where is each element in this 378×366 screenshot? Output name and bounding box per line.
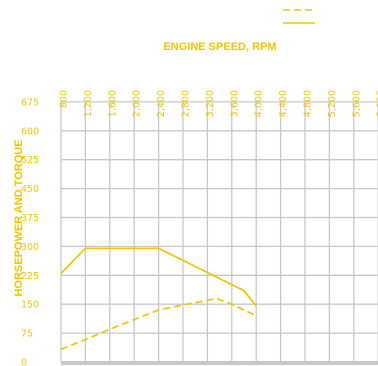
y-tick-label: 675 [21,97,39,108]
y-tick-label: 0 [21,358,27,366]
x-tick-label: 800 [59,90,70,108]
x-tick-label: 2,800 [181,90,192,117]
x-tick-label: 5,600 [351,90,362,117]
x-axis-title: ENGINE SPEED, RPM [163,41,276,53]
grid [61,102,378,363]
x-axis-ticks: 800 1,200 1,600 2,000 2,400 2,800 3,200 3,600 4,… [59,90,378,117]
legend [283,10,315,23]
x-tick-label: 5,200 [327,90,338,117]
x-tick-label: 2,000 [132,90,143,117]
y-tick-label: 600 [21,126,39,137]
y-tick-label: 450 [21,184,39,195]
x-tick-label: 1,200 [83,90,94,117]
y-tick-label: 225 [21,271,39,282]
x-tick-label: 4,000 [254,90,265,117]
x-tick-label: 4,400 [278,90,289,117]
x-tick-label: 3,600 [229,90,240,117]
x-tick-label: 4,800 [303,90,314,117]
x-tick-label: 3,200 [205,90,216,117]
y-tick-label: 375 [21,213,39,224]
y-tick-label: 525 [21,155,39,166]
y-tick-label: 150 [21,300,39,311]
y-tick-label: 300 [21,242,39,253]
y-tick-label: 75 [21,329,33,340]
x-tick-label: 1,600 [107,90,118,117]
x-tick-label: 2,400 [156,90,167,117]
